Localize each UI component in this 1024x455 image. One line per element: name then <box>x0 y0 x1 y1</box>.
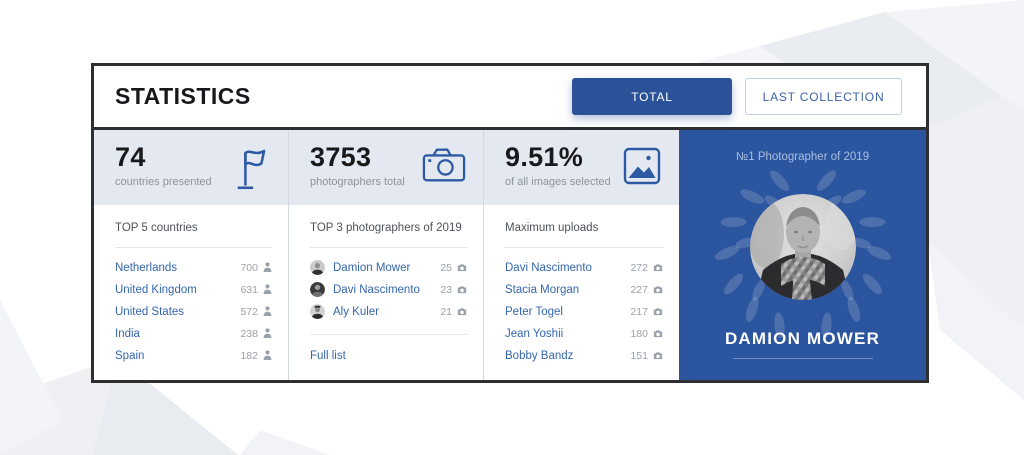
camera-small-icon <box>653 281 663 299</box>
column-photographers: 3753 photographers total <box>289 130 484 380</box>
photographer-link[interactable]: Stacia Morgan <box>505 283 580 296</box>
list-item: United States 572 <box>115 304 272 319</box>
photographers-list: Damion Mower 25 <box>310 260 467 319</box>
list-item: Stacia Morgan 227 <box>505 282 663 297</box>
winner-panel: №1 Photographer of 2019 <box>679 130 926 380</box>
laurel-wreath-icon <box>708 167 898 341</box>
list-item: Damion Mower 25 <box>310 260 467 275</box>
camera-small-icon <box>653 325 663 343</box>
uploads-list: Davi Nascimento 272 Stacia Morgan 227 <box>505 260 663 363</box>
country-count: 238 <box>240 327 258 340</box>
page-title: STATISTICS <box>115 83 251 109</box>
list-item: India 238 <box>115 326 272 341</box>
list-item: Spain 182 <box>115 348 272 363</box>
camera-icon <box>422 146 466 205</box>
stat-photographers: 3753 photographers total <box>289 130 483 205</box>
country-link[interactable]: Spain <box>115 349 145 362</box>
country-count: 182 <box>240 349 258 362</box>
upload-count: 151 <box>630 349 648 362</box>
card-header: STATISTICS TOTAL LAST COLLECTION <box>94 66 926 130</box>
winner-subtitle: №1 Photographer of 2019 <box>735 151 870 163</box>
photographer-link[interactable]: Peter Togel <box>505 305 563 318</box>
camera-small-icon <box>457 281 467 299</box>
stat-images-value: 9.51% <box>505 142 584 172</box>
stat-images: 9.51% of all images selected <box>484 130 679 205</box>
list-item: United Kingdom 631 <box>115 282 272 297</box>
divider <box>310 334 467 335</box>
country-link[interactable]: India <box>115 327 140 340</box>
upload-count: 217 <box>630 305 648 318</box>
photo-count: 21 <box>440 305 452 318</box>
list-item: Netherlands 700 <box>115 260 272 275</box>
photographer-link[interactable]: Aly Kuler <box>333 305 380 318</box>
top5-countries-section: TOP 5 countries Netherlands 700 United <box>94 205 288 380</box>
list-item: Peter Togel 217 <box>505 304 663 319</box>
tab-total[interactable]: TOTAL <box>572 78 732 115</box>
avatar <box>310 282 325 297</box>
top3-photographers-section: TOP 3 photographers of 2019 Damion Mower <box>289 205 483 380</box>
flag-icon <box>233 146 271 205</box>
photographer-link[interactable]: Davi Nascimento <box>333 283 420 296</box>
camera-small-icon <box>457 259 467 277</box>
column-uploads: 9.51% of all images selected Max <box>484 130 679 380</box>
avatar <box>310 260 325 275</box>
country-count: 700 <box>240 261 258 274</box>
image-icon <box>622 146 662 205</box>
photo-count: 23 <box>440 283 452 296</box>
top3-photographers-title: TOP 3 photographers of 2019 <box>310 222 467 248</box>
country-link[interactable]: United Kingdom <box>115 283 197 296</box>
camera-small-icon <box>457 303 467 321</box>
stat-images-label: of all images selected <box>505 176 611 189</box>
camera-small-icon <box>653 347 663 365</box>
photographer-link[interactable]: Davi Nascimento <box>505 261 592 274</box>
list-item: Aly Kuler 21 <box>310 304 467 319</box>
list-item: Davi Nascimento 23 <box>310 282 467 297</box>
winner-photo <box>749 194 856 300</box>
stat-photographers-label: photographers total <box>310 176 405 189</box>
person-icon <box>263 303 272 321</box>
stat-countries: 74 countries presented <box>94 130 288 205</box>
stat-columns: 74 countries presented TOP 5 cou <box>94 130 679 380</box>
tab-last-collection[interactable]: LAST COLLECTION <box>745 78 902 115</box>
country-link[interactable]: United States <box>115 305 185 318</box>
photographer-link[interactable]: Bobby Bandz <box>505 349 574 362</box>
camera-small-icon <box>653 303 663 321</box>
list-item: Bobby Bandz 151 <box>505 348 663 363</box>
full-list-link[interactable]: Full list <box>310 350 346 362</box>
stat-photographers-value: 3753 <box>310 142 372 172</box>
list-item: Jean Yoshii 180 <box>505 326 663 341</box>
photographer-link[interactable]: Jean Yoshii <box>505 327 564 340</box>
card-body: 74 countries presented TOP 5 cou <box>94 130 926 380</box>
winner-name: DAMION MOWER <box>679 329 926 359</box>
maximum-uploads-section: Maximum uploads Davi Nascimento 272 St <box>484 205 679 380</box>
stat-countries-value: 74 <box>115 142 146 172</box>
camera-small-icon <box>653 259 663 277</box>
column-countries: 74 countries presented TOP 5 cou <box>94 130 289 380</box>
winner-underline <box>732 358 873 359</box>
person-icon <box>263 259 272 277</box>
avatar <box>310 304 325 319</box>
country-link[interactable]: Netherlands <box>115 261 178 274</box>
person-icon <box>263 281 272 299</box>
upload-count: 227 <box>630 283 648 296</box>
list-item: Davi Nascimento 272 <box>505 260 663 275</box>
statistics-card: STATISTICS TOTAL LAST COLLECTION 74 coun… <box>91 63 929 383</box>
stat-countries-label: countries presented <box>115 176 212 189</box>
upload-count: 180 <box>630 327 648 340</box>
upload-count: 272 <box>630 261 648 274</box>
photographer-link[interactable]: Damion Mower <box>333 261 411 274</box>
country-count: 572 <box>240 305 258 318</box>
photo-count: 25 <box>440 261 452 274</box>
person-icon <box>263 347 272 365</box>
top5-countries-title: TOP 5 countries <box>115 222 272 248</box>
maximum-uploads-title: Maximum uploads <box>505 222 663 248</box>
countries-list: Netherlands 700 United Kingdom 631 <box>115 260 272 363</box>
person-icon <box>263 325 272 343</box>
country-count: 631 <box>240 283 258 296</box>
